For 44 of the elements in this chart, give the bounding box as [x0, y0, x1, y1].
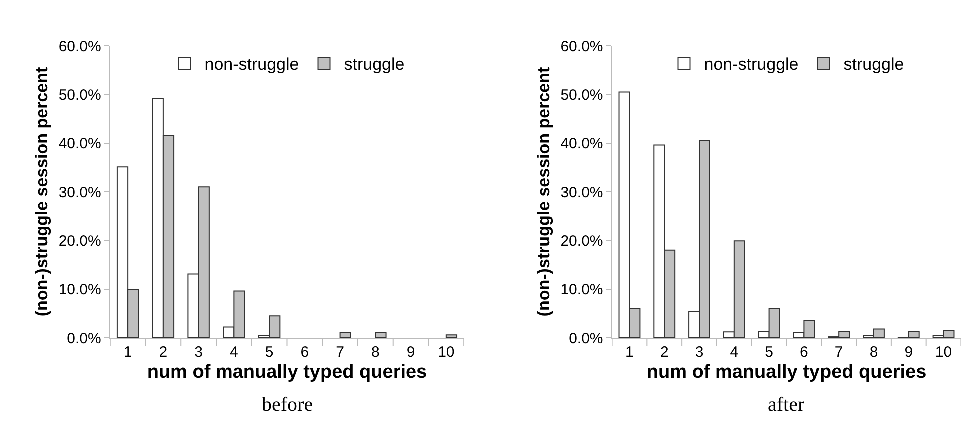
x-tick-label: 9	[406, 344, 416, 361]
x-tick-label: 7	[336, 344, 344, 361]
y-tick-label: 20.0%	[58, 232, 102, 250]
y-tick-label: 50.0%	[560, 86, 604, 104]
legend-label: non-struggle	[704, 55, 799, 74]
x-tick-label: 8	[372, 344, 380, 361]
y-axis-title: (non-)struggle session percent	[534, 66, 554, 317]
x-axis-title: num of manually typed queries	[646, 362, 927, 383]
y-tick-label: 50.0%	[58, 86, 102, 104]
y-tick-label: 10.0%	[58, 282, 102, 299]
y-tick-label: 0.0%	[67, 330, 102, 348]
legend-label: non-struggle	[204, 55, 300, 74]
x-tick-label: 4	[730, 344, 739, 361]
x-tick-label: 1	[124, 344, 132, 361]
x-tick-label: 1	[626, 344, 634, 361]
y-tick-label: 60.0%	[58, 38, 102, 56]
x-tick-label: 6	[800, 344, 808, 361]
x-tick-label: 2	[660, 344, 669, 361]
x-tick-label: 7	[834, 344, 844, 361]
x-tick-label: 10	[438, 344, 455, 361]
y-tick-label: 60.0%	[560, 38, 604, 56]
y-tick-label: 30.0%	[560, 184, 604, 202]
y-tick-label: 20.0%	[560, 232, 604, 250]
legend-label: struggle	[344, 55, 405, 74]
x-tick-label: 3	[194, 344, 203, 361]
x-tick-label: 9	[904, 344, 914, 361]
y-tick-label: 30.0%	[58, 184, 102, 202]
y-axis-title: (non-)struggle session percent	[32, 66, 52, 317]
legend-label: struggle	[844, 55, 904, 74]
y-tick-label: 0.0%	[569, 330, 604, 348]
x-tick-label: 5	[765, 344, 774, 361]
y-tick-label: 40.0%	[58, 136, 102, 153]
x-tick-label: 10	[935, 344, 952, 361]
x-tick-label: 6	[300, 344, 310, 361]
x-tick-label: 8	[870, 344, 878, 361]
text: after	[768, 394, 805, 416]
y-tick-label: 10.0%	[560, 282, 604, 299]
y-tick-label: 40.0%	[560, 136, 604, 153]
x-axis-title: num of manually typed queries	[147, 362, 428, 383]
x-tick-label: 5	[265, 344, 274, 361]
x-tick-label: 2	[159, 344, 168, 361]
x-tick-label: 4	[230, 344, 238, 361]
text: before	[262, 394, 314, 416]
x-tick-label: 3	[695, 344, 704, 361]
